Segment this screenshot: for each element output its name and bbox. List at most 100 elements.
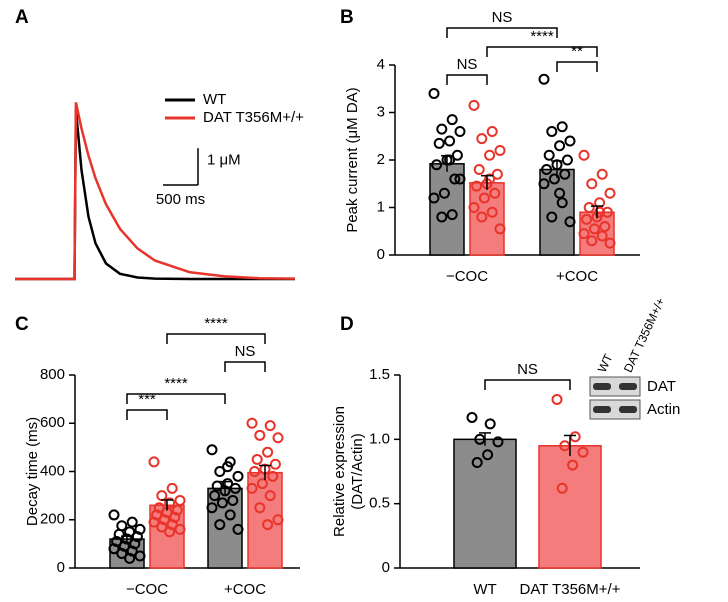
data-point <box>581 213 593 225</box>
blot-lane-label: DAT T356M+/+ <box>621 296 668 375</box>
data-point <box>494 145 506 156</box>
data-point <box>578 149 590 161</box>
data-point <box>262 519 274 531</box>
data-point <box>216 497 228 509</box>
significance-label: NS <box>235 343 256 360</box>
y-tick-label: 0 <box>382 559 390 576</box>
data-point <box>559 168 571 180</box>
data-point <box>604 237 616 249</box>
data-point <box>601 206 613 218</box>
data-point <box>551 393 563 405</box>
significance-bracket <box>556 61 598 72</box>
data-point <box>214 466 226 477</box>
y-axis-label: Peak current (μM DA) <box>344 87 361 232</box>
data-point <box>206 502 218 514</box>
x-tick-label: WT <box>473 581 496 598</box>
significance-label: **** <box>530 28 554 45</box>
significance-label: NS <box>517 361 538 378</box>
y-tick-label: 0 <box>377 246 385 263</box>
data-point <box>599 221 611 232</box>
significance-label: **** <box>204 315 228 332</box>
y-tick-label: 2 <box>377 151 385 168</box>
y-tick-label: 200 <box>40 511 65 528</box>
data-point <box>428 192 440 204</box>
significance-bracket <box>484 379 571 390</box>
data-point <box>433 137 445 149</box>
significance-bracket <box>446 74 488 85</box>
data-point <box>272 432 284 444</box>
data-point <box>454 173 466 185</box>
data-point <box>246 417 258 429</box>
panel-letter: A <box>15 7 29 28</box>
data-point <box>156 521 168 533</box>
data-point <box>449 173 461 185</box>
bar <box>538 445 602 569</box>
significance-bracket <box>486 46 598 57</box>
blot-band <box>593 406 611 413</box>
significance-bracket <box>446 27 558 38</box>
y-axis-label: Relative expression <box>331 406 348 537</box>
y-axis-label: (DAT/Actin) <box>349 433 366 509</box>
data-point <box>156 490 168 502</box>
data-point <box>209 490 221 502</box>
data-point <box>586 178 598 190</box>
scalebar-x-label: 500 ms <box>156 191 205 208</box>
blot-band-label: DAT <box>647 378 676 395</box>
data-point <box>232 523 244 535</box>
significance-label: ** <box>571 43 583 60</box>
data-point <box>444 135 456 147</box>
data-point <box>206 444 218 456</box>
y-tick-label: 3 <box>377 103 385 120</box>
data-point <box>254 429 266 441</box>
data-point <box>126 516 138 528</box>
data-point <box>116 548 128 560</box>
legend-label: DAT T356M+/+ <box>203 109 304 126</box>
y-tick-label: 0 <box>57 559 65 576</box>
data-point <box>492 436 504 448</box>
data-point <box>546 126 558 137</box>
data-point <box>431 159 443 171</box>
y-tick-label: 0.5 <box>369 495 390 512</box>
data-point <box>604 187 616 199</box>
data-point <box>554 187 566 199</box>
data-point <box>272 514 284 526</box>
data-point <box>546 211 558 223</box>
data-point <box>484 173 496 185</box>
data-point <box>264 420 276 432</box>
x-tick-label: +COC <box>224 581 266 598</box>
data-point <box>554 140 566 152</box>
data-point <box>438 187 450 199</box>
data-point <box>214 519 226 531</box>
data-point <box>569 431 581 443</box>
data-point <box>148 516 160 528</box>
x-tick-label: −COC <box>126 581 168 598</box>
y-tick-label: 600 <box>40 414 65 431</box>
data-point <box>108 543 120 555</box>
legend-label: WT <box>203 91 226 108</box>
y-tick-label: 4 <box>377 56 385 73</box>
data-point <box>577 446 589 458</box>
significance-label: *** <box>138 391 156 408</box>
data-point <box>578 228 590 240</box>
data-point <box>267 470 279 482</box>
data-point <box>588 223 600 235</box>
data-point <box>596 168 608 180</box>
data-point <box>484 149 496 161</box>
data-point <box>446 209 458 221</box>
data-point <box>564 135 576 147</box>
data-point <box>436 211 448 223</box>
data-point <box>164 526 176 538</box>
data-point <box>446 114 458 126</box>
data-point <box>594 206 606 218</box>
data-point <box>134 550 146 562</box>
data-point <box>583 202 595 213</box>
data-point <box>227 494 239 506</box>
data-point <box>476 211 488 223</box>
data-point <box>476 133 488 145</box>
data-point <box>468 99 480 111</box>
data-point <box>264 490 276 502</box>
data-point <box>222 461 234 473</box>
data-point <box>482 449 494 461</box>
data-point <box>124 552 136 564</box>
